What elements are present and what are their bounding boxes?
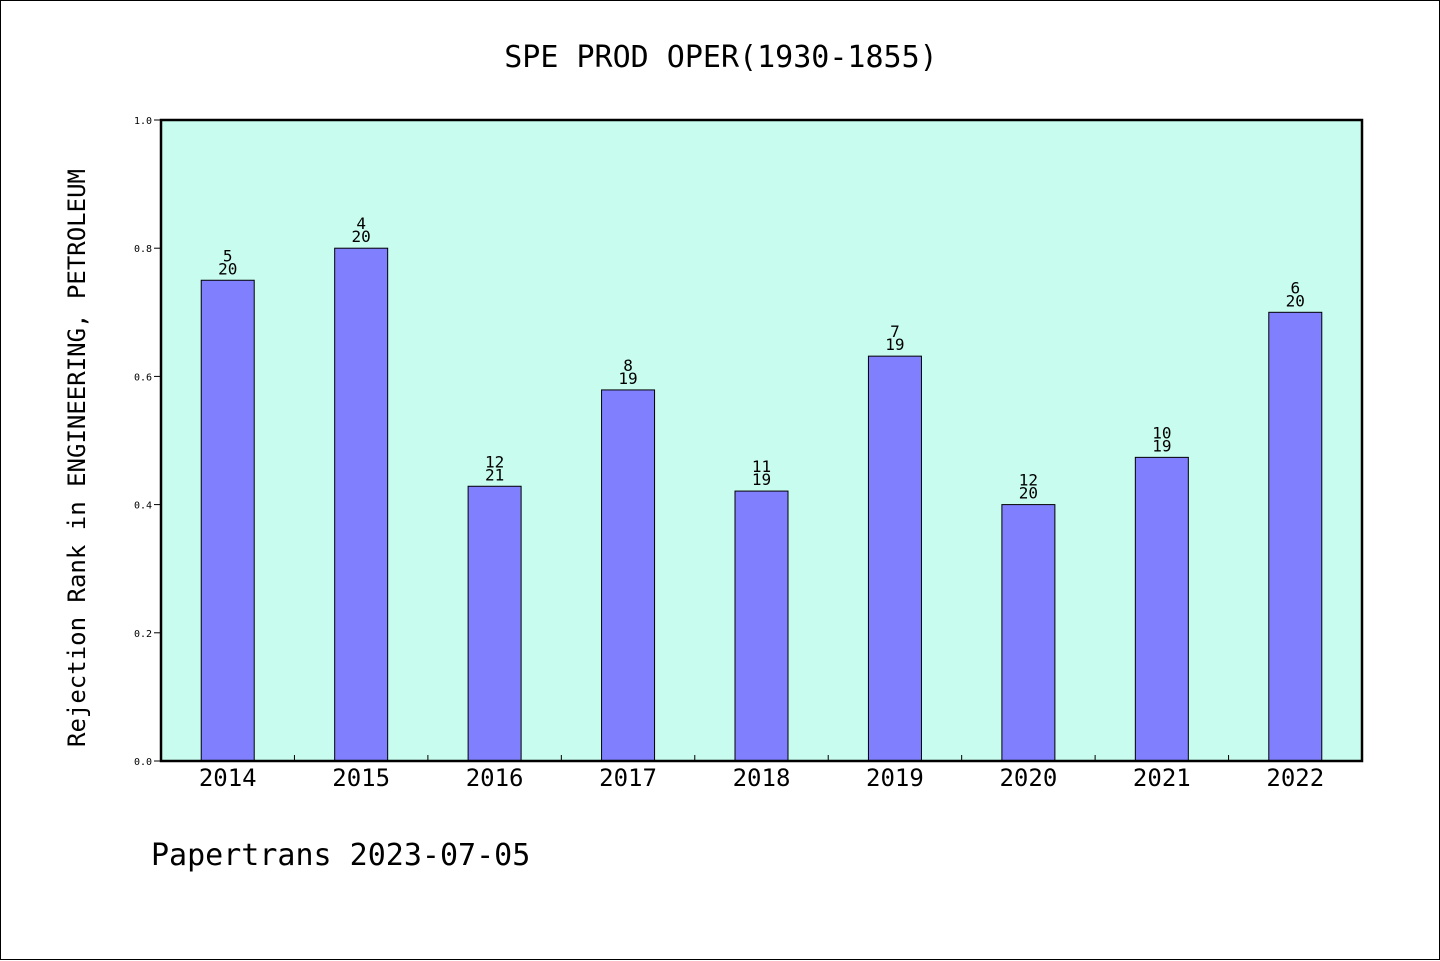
rank-label-2015: 4 bbox=[356, 214, 366, 233]
bar-2021 bbox=[1134, 456, 1189, 762]
y-tick-label: 0.4 bbox=[134, 501, 152, 512]
rank-label-2020: 12 bbox=[1019, 471, 1038, 490]
y-tick-label: 0.0 bbox=[134, 757, 152, 768]
y-tick-label: 0.8 bbox=[134, 244, 152, 255]
x-tick-label-2014: 2014 bbox=[199, 764, 257, 792]
total-label-2022: 20 bbox=[1286, 291, 1305, 310]
x-ticks-group: 2014 2015 2016 2017 2018 2019 2020 2021 2022 bbox=[199, 755, 1324, 792]
x-tick-label-2017: 2017 bbox=[599, 764, 657, 792]
bar-2022 bbox=[1268, 311, 1323, 762]
x-tick-label-2015: 2015 bbox=[332, 764, 390, 792]
x-tick-label-2018: 2018 bbox=[733, 764, 791, 792]
total-label-2014: 20 bbox=[218, 259, 237, 278]
rank-label-2018: 11 bbox=[752, 457, 771, 476]
plot-border bbox=[159, 118, 1364, 763]
y-tick-label: 0.6 bbox=[134, 372, 152, 383]
rank-label-2014: 5 bbox=[223, 246, 233, 265]
x-tick-label-2020: 2020 bbox=[999, 764, 1057, 792]
x-tick-label-2019: 2019 bbox=[866, 764, 924, 792]
bar-2014 bbox=[200, 279, 255, 762]
x-tick-label-2016: 2016 bbox=[466, 764, 524, 792]
total-label-2018: 19 bbox=[752, 470, 771, 489]
x-tick-label-2021: 2021 bbox=[1133, 764, 1191, 792]
chart-title: SPE PROD OPER(1930-1855) bbox=[504, 40, 937, 75]
x-tick-label-2022: 2022 bbox=[1266, 764, 1324, 792]
total-label-2015: 20 bbox=[352, 227, 371, 246]
rank-label-2019: 7 bbox=[890, 322, 900, 341]
rank-label-2017: 8 bbox=[623, 356, 633, 375]
rank-label-2021: 10 bbox=[1152, 423, 1171, 442]
footer-text: Papertrans 2023-07-05 bbox=[151, 838, 530, 873]
total-label-2020: 20 bbox=[1019, 484, 1038, 503]
bar-2018 bbox=[734, 490, 789, 762]
y-axis-label: Rejection Rank in ENGINEERING, PETROLEUM bbox=[63, 169, 91, 747]
y-tick-label: 0.2 bbox=[134, 629, 152, 640]
bar-2015 bbox=[334, 247, 389, 762]
rank-label-2022: 6 bbox=[1290, 278, 1300, 297]
total-label-2017: 19 bbox=[618, 369, 637, 388]
bar-2019 bbox=[867, 355, 922, 762]
total-label-2019: 19 bbox=[885, 335, 904, 354]
bar-2016 bbox=[467, 485, 522, 762]
rank-label-2016: 12 bbox=[485, 452, 504, 471]
bar-2017 bbox=[601, 389, 656, 762]
bars-group bbox=[200, 247, 1323, 762]
total-label-2016: 21 bbox=[485, 465, 504, 484]
y-tick-label: 1.0 bbox=[134, 116, 152, 127]
total-label-2021: 19 bbox=[1152, 436, 1171, 455]
bar-2020 bbox=[1001, 504, 1056, 762]
y-ticks-group: 0.0 0.2 0.4 0.6 0.8 1.0 bbox=[134, 116, 161, 768]
